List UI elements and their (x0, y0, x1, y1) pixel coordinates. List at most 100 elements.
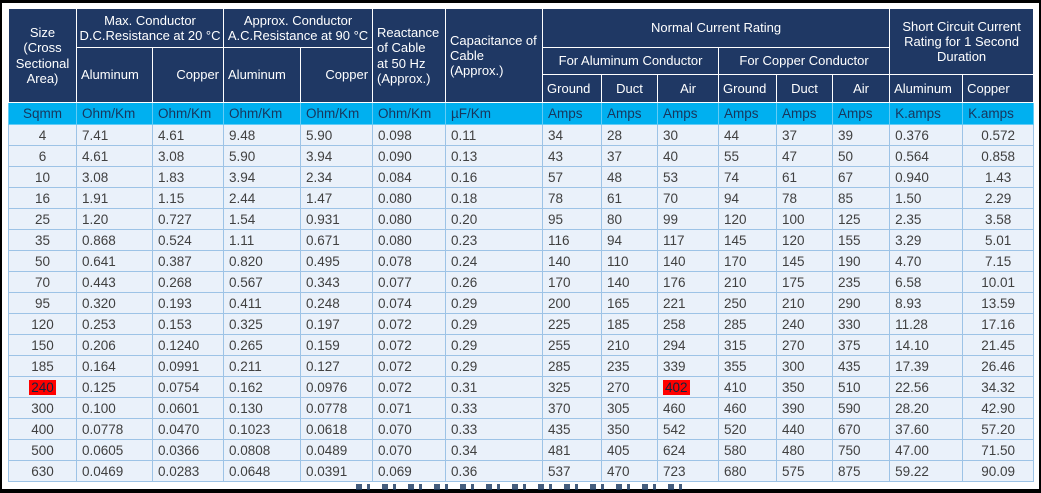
units-row: Sqmm Ohm/Km Ohm/Km Ohm/Km Ohm/Km Ohm/Km … (8, 102, 1035, 125)
table-row: 400 0.0778 0.0470 0.1023 0.0618 0.070 0.33 435 3… (8, 418, 1035, 440)
cell: 235 (601, 355, 659, 377)
table-body: 4 7.41 4.61 9.48 5.90 0.098 0.11 34 28 30 44 37 39 0.… (8, 124, 1035, 482)
cell: 116 (542, 229, 603, 251)
cell: 0.072 (372, 313, 447, 335)
header-size: Size (Cross Sectional Area) (8, 8, 77, 103)
cell: 315 (718, 334, 778, 356)
table-row: 630 0.0469 0.0283 0.0648 0.0391 0.069 0.36 537 4… (8, 460, 1035, 482)
cell: 0.0778 (76, 418, 153, 440)
cell: 290 (832, 292, 891, 314)
cell: 140 (601, 271, 659, 293)
cell: 90.09 (962, 460, 1035, 482)
cell: 537 (542, 460, 603, 482)
header-cu-ground: Ground (718, 74, 778, 103)
cell: 285 (718, 313, 778, 335)
cell: 6.58 (889, 271, 964, 293)
header-for-copper: For Copper Conductor (718, 47, 891, 75)
cell: 460 (718, 397, 778, 419)
cell: 542 (657, 418, 720, 440)
cell: 670 (832, 418, 891, 440)
cell: 470 (601, 460, 659, 482)
cell: 0.33 (445, 418, 544, 440)
cell: 2.29 (962, 187, 1035, 209)
cell: 0.1240 (151, 334, 225, 356)
unit-cell: Amps (776, 102, 834, 125)
cell: 2.34 (300, 166, 374, 188)
cell: 240 (776, 313, 834, 335)
cell: 0.727 (151, 208, 225, 230)
cell: 185 (601, 313, 659, 335)
cell: 70 (657, 187, 720, 209)
cell: 210 (776, 292, 834, 314)
cell: 125 (832, 208, 891, 230)
cell: 0.162 (223, 376, 302, 398)
cell: 0.29 (445, 292, 544, 314)
cell: 0.0808 (223, 439, 302, 461)
cell: 28.20 (889, 397, 964, 419)
cell: 460 (657, 397, 720, 419)
cell: 0.159 (300, 334, 374, 356)
cell: 1.50 (889, 187, 964, 209)
header-sc-copper: Copper (962, 74, 1035, 103)
cell: 26.46 (962, 355, 1035, 377)
unit-cell: Ohm/Km (372, 102, 447, 125)
cell: 0.070 (372, 418, 447, 440)
cell: 0.940 (889, 166, 964, 188)
cell: 155 (832, 229, 891, 251)
cell: 145 (776, 250, 834, 272)
cell: 630 (8, 460, 77, 482)
cable-spec-table: Size (Cross Sectional Area) Max. Conduct… (8, 8, 1035, 482)
cell: 405 (601, 439, 659, 461)
cell: 221 (657, 292, 720, 314)
cell: 0.320 (76, 292, 153, 314)
table-row: 6 4.61 3.08 5.90 3.94 0.090 0.13 43 37 40 55 47 50 0.… (8, 145, 1035, 167)
cell: 10 (8, 166, 77, 188)
cell: 120 (776, 229, 834, 251)
header-row-subgroups: Aluminum Copper Aluminum Copper For Alum… (9, 47, 1034, 103)
cell: 1.20 (76, 208, 153, 230)
cell: 165 (601, 292, 659, 314)
cell: 0.23 (445, 229, 544, 251)
cell: 0.376 (889, 124, 964, 146)
cell: 110 (601, 250, 659, 272)
cell: 300 (8, 397, 77, 419)
cell: 0.31 (445, 376, 544, 398)
cell: 1.83 (151, 166, 225, 188)
cell: 7.15 (962, 250, 1035, 272)
cell: 85 (832, 187, 891, 209)
cell: 53 (657, 166, 720, 188)
table-header: Size (Cross Sectional Area) Max. Conduct… (8, 8, 1035, 125)
cell: 43 (542, 145, 603, 167)
cell: 0.29 (445, 355, 544, 377)
cell: 0.34 (445, 439, 544, 461)
cell: 74 (718, 166, 778, 188)
cell: 70 (8, 271, 77, 293)
cell: 255 (542, 334, 603, 356)
cell: 0.868 (76, 229, 153, 251)
cell: 7.41 (76, 124, 153, 146)
cell: 0.197 (300, 313, 374, 335)
cell: 150 (8, 334, 77, 356)
cell: 3.08 (76, 166, 153, 188)
cell: 44 (718, 124, 778, 146)
header-reactance: Reactance of Cable at 50 Hz (Approx.) (372, 8, 447, 103)
unit-cell: Amps (832, 102, 891, 125)
cell: 225 (542, 313, 603, 335)
cell: 2.44 (223, 187, 302, 209)
unit-cell: Amps (657, 102, 720, 125)
cell: 39 (832, 124, 891, 146)
unit-cell: Amps (601, 102, 659, 125)
cell: 590 (832, 397, 891, 419)
table-row: 185 0.164 0.0991 0.211 0.127 0.072 0.29 285 235 3… (8, 355, 1035, 377)
unit-cell: Ohm/Km (223, 102, 302, 125)
cell: 0.387 (151, 250, 225, 272)
cell: 3.08 (151, 145, 225, 167)
table-row: 25 1.20 0.727 1.54 0.931 0.080 0.20 95 80 99 120 10… (8, 208, 1035, 230)
cell: 140 (657, 250, 720, 272)
cell: 190 (832, 250, 891, 272)
cell: 285 (542, 355, 603, 377)
cell: 100 (776, 208, 834, 230)
header-cu-air: Air (832, 74, 891, 103)
cell: 520 (718, 418, 778, 440)
